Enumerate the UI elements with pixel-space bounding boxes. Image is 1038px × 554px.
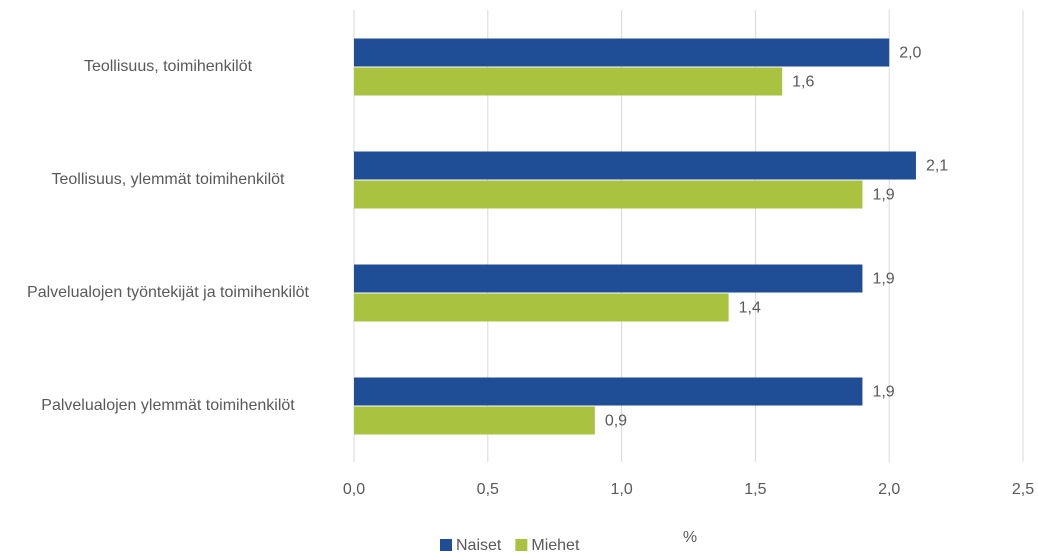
bar	[354, 264, 863, 293]
bar	[354, 38, 890, 67]
data-label: 1,4	[739, 300, 761, 317]
x-tick-label: 2,5	[1012, 481, 1034, 498]
data-label: 0,9	[605, 413, 627, 430]
data-label: 1,9	[872, 187, 894, 204]
bar	[354, 67, 783, 96]
legend-label: Miehet	[531, 537, 580, 554]
legend-swatch	[440, 539, 452, 551]
category-label: Teollisuus, toimihenkilöt	[83, 57, 253, 75]
x-tick-label: 0,0	[343, 481, 365, 498]
data-label: 1,9	[872, 271, 894, 288]
category-label: Teollisuus, ylemmät toimihenkilöt	[51, 170, 285, 188]
x-tick-label: 2,0	[878, 481, 900, 498]
category-label: Palvelualojen työntekijät ja toimihenkil…	[27, 283, 309, 301]
legend-label: Naiset	[456, 537, 502, 554]
bar	[354, 180, 863, 209]
data-label: 2,1	[926, 158, 948, 175]
x-axis-label: %	[683, 529, 697, 546]
x-tick-label: 0,5	[477, 481, 499, 498]
bar	[354, 377, 863, 406]
bar	[354, 151, 916, 180]
bar	[354, 293, 729, 322]
x-tick-label: 1,5	[744, 481, 766, 498]
x-tick-label: 1,0	[610, 481, 632, 498]
bar	[354, 406, 595, 435]
data-label: 2,0	[899, 45, 921, 62]
data-label: 1,9	[872, 384, 894, 401]
legend-swatch	[515, 539, 528, 551]
category-label: Palvelualojen ylemmät toimihenkilöt	[41, 396, 295, 414]
data-label: 1,6	[792, 74, 814, 91]
